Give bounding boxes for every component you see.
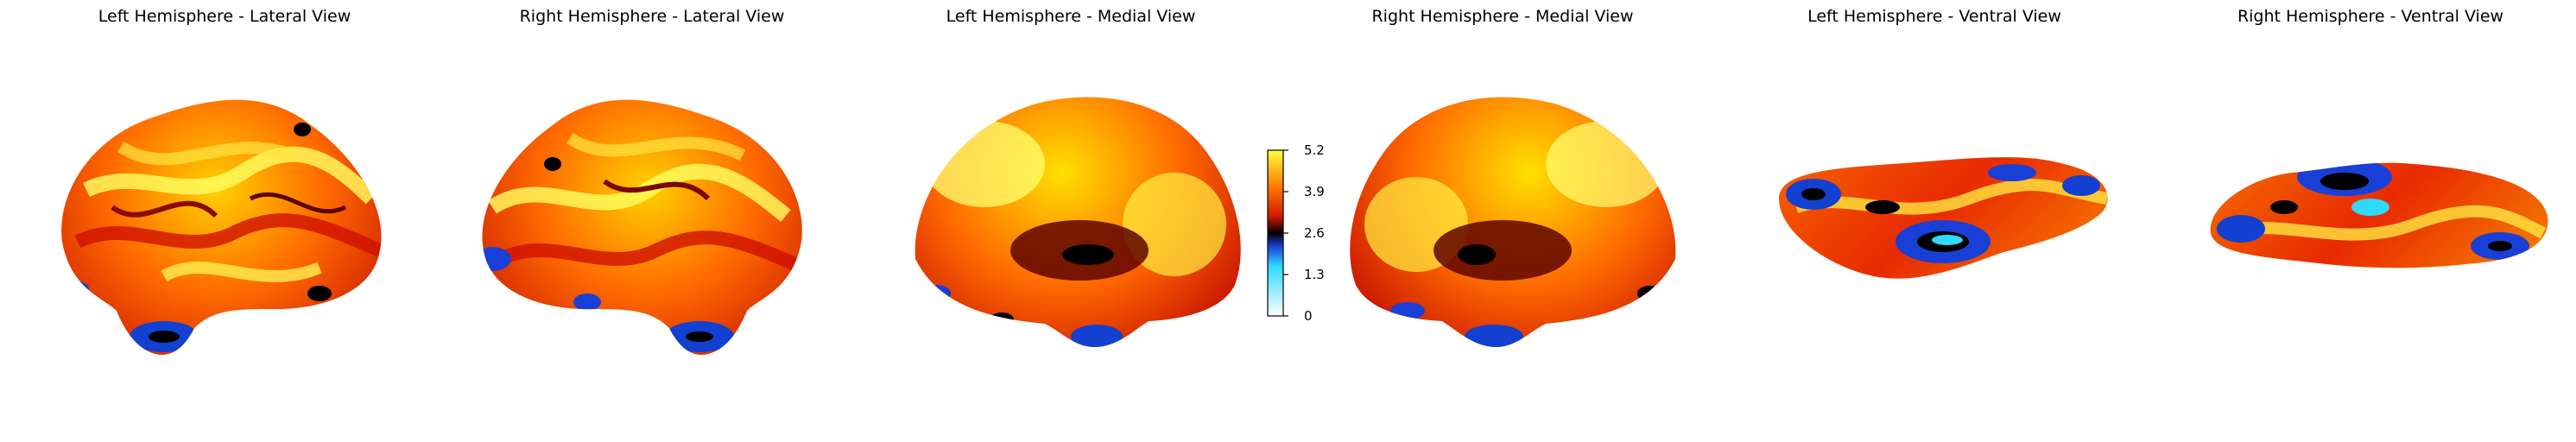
panel-title-left-ventral: Left Hemisphere - Ventral View — [1807, 7, 2061, 26]
brain-view-right-medial — [1350, 97, 1676, 348]
colorbar-tick-label: 1.3 — [1304, 267, 1325, 282]
brain-view-right-ventral — [2210, 162, 2548, 268]
panel-title-right-medial: Right Hemisphere - Medial View — [1371, 7, 1634, 26]
colorbar-tick-label: 3.9 — [1304, 184, 1325, 199]
panel-title-left-medial: Left Hemisphere - Medial View — [946, 7, 1196, 26]
panel-title-right-lateral: Right Hemisphere - Lateral View — [519, 7, 785, 26]
brain-view-left-medial — [915, 97, 1241, 348]
panel-title-left-lateral: Left Hemisphere - Lateral View — [98, 7, 351, 26]
colorbar-tick-label: 5.2 — [1304, 142, 1325, 158]
colorbar-tick-label: 0 — [1304, 308, 1313, 324]
brain-view-right-lateral — [482, 99, 802, 355]
brain-view-left-lateral — [61, 99, 382, 355]
colorbar-gradient — [1267, 149, 1284, 317]
panel-title-right-ventral: Right Hemisphere - Ventral View — [2237, 7, 2504, 26]
brain-view-left-ventral — [1779, 157, 2108, 279]
colorbar — [1267, 149, 1288, 317]
colorbar-tick-label: 2.6 — [1304, 225, 1325, 241]
